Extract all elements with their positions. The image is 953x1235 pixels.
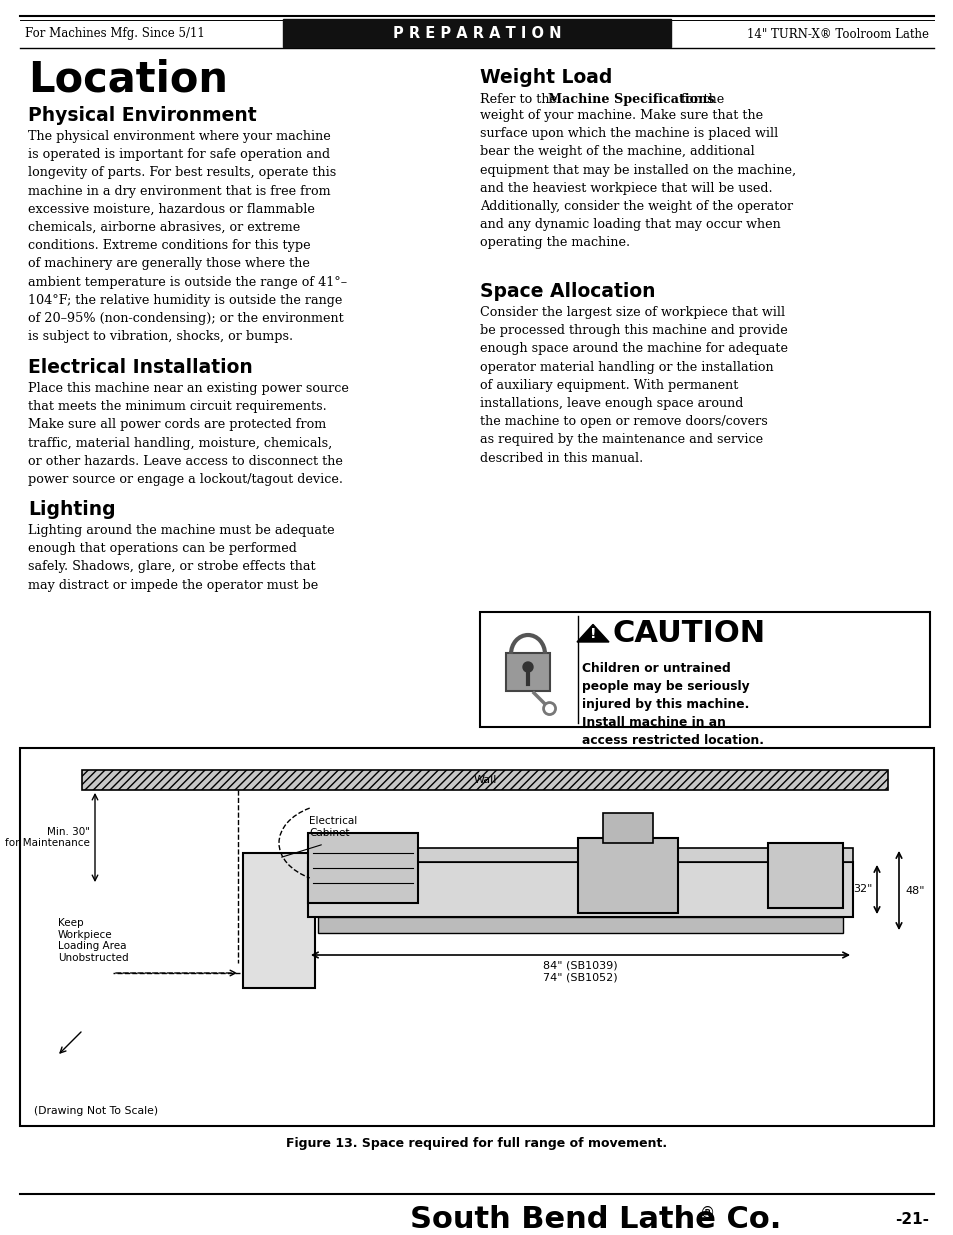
Text: Refer to the: Refer to the [479, 93, 560, 106]
Text: Figure 13. Space required for full range of movement.: Figure 13. Space required for full range… [286, 1137, 667, 1151]
Bar [82, 769, 887, 790]
Text: Lighting around the machine must be adequate
enough that operations can be perfo: Lighting around the machine must be adeq… [28, 524, 335, 592]
Circle shape [543, 703, 555, 715]
Text: Place this machine near an existing power source
that meets the minimum circuit : Place this machine near an existing powe… [28, 382, 349, 487]
Bar [20, 748, 933, 1126]
Text: Weight Load: Weight Load [479, 68, 612, 86]
Text: CAUTION: CAUTION [613, 620, 765, 648]
Text: The physical environment where your machine
is operated is important for safe op: The physical environment where your mach… [28, 130, 347, 343]
Bar [308, 848, 852, 862]
Text: Wall: Wall [473, 776, 497, 785]
Text: For Machines Mfg. Since 5/11: For Machines Mfg. Since 5/11 [25, 27, 205, 41]
Text: Space Allocation: Space Allocation [479, 282, 655, 301]
Text: Electrical Installation: Electrical Installation [28, 358, 253, 377]
Text: weight of your machine. Make sure that the
surface upon which the machine is pla: weight of your machine. Make sure that t… [479, 109, 796, 249]
Text: Lighting: Lighting [28, 500, 115, 519]
Bar [308, 832, 417, 903]
Polygon shape [577, 625, 608, 642]
Bar [479, 613, 929, 727]
Bar [308, 862, 852, 918]
Text: Consider the largest size of workpiece that will
be processed through this machi: Consider the largest size of workpiece t… [479, 306, 787, 464]
Text: Electrical
Cabinet: Electrical Cabinet [309, 816, 356, 837]
Bar [243, 853, 314, 988]
Text: 74" (SB1052): 74" (SB1052) [542, 972, 618, 982]
Text: !: ! [589, 627, 596, 641]
Bar [602, 813, 652, 844]
Text: Children or untrained
people may be seriously
injured by this machine.
Install m: Children or untrained people may be seri… [581, 662, 763, 747]
Text: (Drawing Not To Scale): (Drawing Not To Scale) [34, 1107, 158, 1116]
Text: 84" (SB1039): 84" (SB1039) [542, 960, 618, 969]
Bar [317, 918, 842, 932]
Circle shape [522, 662, 533, 672]
Text: South Bend Lathe Co.: South Bend Lathe Co. [410, 1205, 781, 1235]
Text: P R E P A R A T I O N: P R E P A R A T I O N [393, 26, 560, 42]
Text: 32": 32" [853, 884, 872, 894]
Bar [767, 844, 842, 908]
Text: Keep
Workpiece
Loading Area
Unobstructed: Keep Workpiece Loading Area Unobstructed [58, 918, 129, 963]
Text: Physical Environment: Physical Environment [28, 106, 256, 125]
Text: Location: Location [28, 58, 228, 100]
Text: -21-: -21- [894, 1213, 928, 1228]
Text: 14" TURN-X® Toolroom Lathe: 14" TURN-X® Toolroom Lathe [746, 27, 928, 41]
Text: for the: for the [677, 93, 723, 106]
Text: ®: ® [700, 1205, 715, 1220]
Bar [283, 19, 670, 47]
Text: Min. 30"
for Maintenance: Min. 30" for Maintenance [5, 826, 90, 848]
Text: 48": 48" [904, 885, 923, 895]
Bar [505, 653, 550, 692]
Bar [578, 839, 678, 913]
Text: Machine Specifications: Machine Specifications [548, 93, 714, 106]
